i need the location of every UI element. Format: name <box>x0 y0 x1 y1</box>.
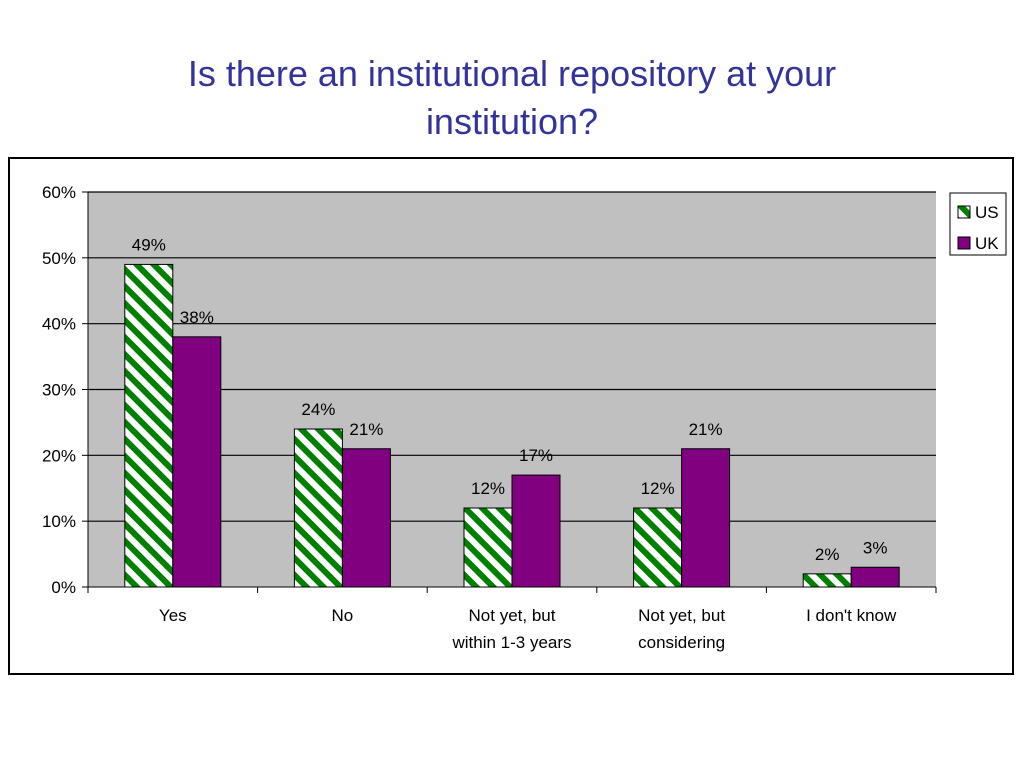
legend-swatch-uk <box>957 236 971 250</box>
data-label-us: 12% <box>471 479 505 498</box>
bar-us <box>293 428 343 588</box>
y-tick-label: 20% <box>42 446 76 465</box>
x-tick-label: Yes <box>159 606 187 625</box>
bar-us <box>124 263 174 588</box>
data-label-uk: 21% <box>349 420 383 439</box>
bar-us <box>633 507 683 588</box>
bar-uk <box>341 448 391 588</box>
y-tick-label: 40% <box>42 315 76 334</box>
y-tick-label: 60% <box>42 183 76 202</box>
chart-title-line-1: Is there an institutional repository at … <box>187 53 837 94</box>
bar-us <box>463 507 513 588</box>
x-tick-label: within 1-3 years <box>451 633 571 652</box>
data-label-uk: 38% <box>180 308 214 327</box>
data-label-us: 2% <box>815 545 840 564</box>
x-tick-label: No <box>332 606 354 625</box>
bar-uk <box>172 336 222 588</box>
bar-uk <box>850 566 900 588</box>
x-tick-label: Not yet, but <box>469 606 556 625</box>
x-tick-label: Not yet, but <box>638 606 725 625</box>
y-tick-label: 30% <box>42 381 76 400</box>
y-tick-label: 0% <box>51 578 76 597</box>
y-tick-label: 50% <box>42 249 76 268</box>
legend-swatch-us <box>957 205 971 219</box>
bar-chart: 0% 10% 20% 30% 40% 50% 60% Yes 49% 38% No 24% 21% No… <box>42 183 1007 652</box>
bar-us <box>802 573 852 588</box>
data-label-uk: 3% <box>863 538 888 557</box>
data-label-us: 24% <box>301 400 335 419</box>
bar-uk <box>511 474 561 588</box>
data-label-uk: 21% <box>689 420 723 439</box>
data-label-us: 49% <box>132 235 166 254</box>
chart-title: Is there an institutional repository at … <box>0 50 1024 146</box>
legend-label-uk: UK <box>975 234 999 253</box>
bar-uk <box>681 448 731 588</box>
x-tick-label: considering <box>638 633 725 652</box>
legend-label-us: US <box>975 203 999 222</box>
x-tick-label: I don't know <box>806 606 897 625</box>
chart-frame: 0% 10% 20% 30% 40% 50% 60% Yes 49% 38% No 24% 21% No… <box>8 157 1014 675</box>
chart-title-line-2: institution? <box>425 101 599 142</box>
data-label-uk: 17% <box>519 446 553 465</box>
y-tick-label: 10% <box>42 512 76 531</box>
data-label-us: 12% <box>641 479 675 498</box>
